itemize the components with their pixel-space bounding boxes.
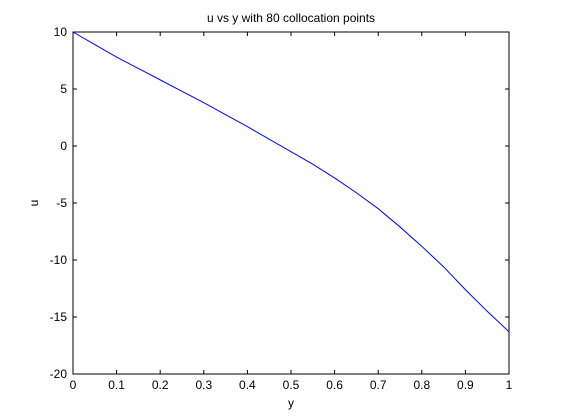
y-tick-label: 0 <box>60 139 67 153</box>
y-axis: -20 -15 -10 -5 0 5 10 <box>50 25 509 381</box>
x-tick-label: 0.6 <box>326 378 343 392</box>
y-tick-label: -10 <box>50 253 68 267</box>
series-line-1 <box>72 31 510 333</box>
x-tick-label: 0.9 <box>457 378 474 392</box>
x-tick-label: 0.7 <box>370 378 387 392</box>
y-axis-label: u <box>27 200 41 207</box>
x-tick-label: 0 <box>70 378 77 392</box>
y-tick-label: 10 <box>54 25 68 39</box>
x-tick-label: 0.5 <box>283 378 300 392</box>
series-layer <box>72 31 510 333</box>
x-tick-label: 0.4 <box>239 378 256 392</box>
y-tick-label: -15 <box>50 310 68 324</box>
x-tick-label: 0.1 <box>108 378 125 392</box>
y-tick-label: 5 <box>60 82 67 96</box>
x-tick-label: 0.2 <box>152 378 169 392</box>
y-tick-label: -20 <box>50 367 68 381</box>
x-tick-label: 0.8 <box>413 378 430 392</box>
x-axis-label: y <box>288 396 294 410</box>
x-tick-label: 0.3 <box>195 378 212 392</box>
plot-area <box>72 31 510 375</box>
chart-title: u vs y with 80 collocation points <box>207 11 375 25</box>
y-tick-label: -5 <box>56 196 67 210</box>
x-tick-label: 1 <box>506 378 513 392</box>
x-axis: 0 0.1 0.2 0.3 0.4 0.5 0.6 0.7 0.8 0.9 1 <box>70 32 513 392</box>
